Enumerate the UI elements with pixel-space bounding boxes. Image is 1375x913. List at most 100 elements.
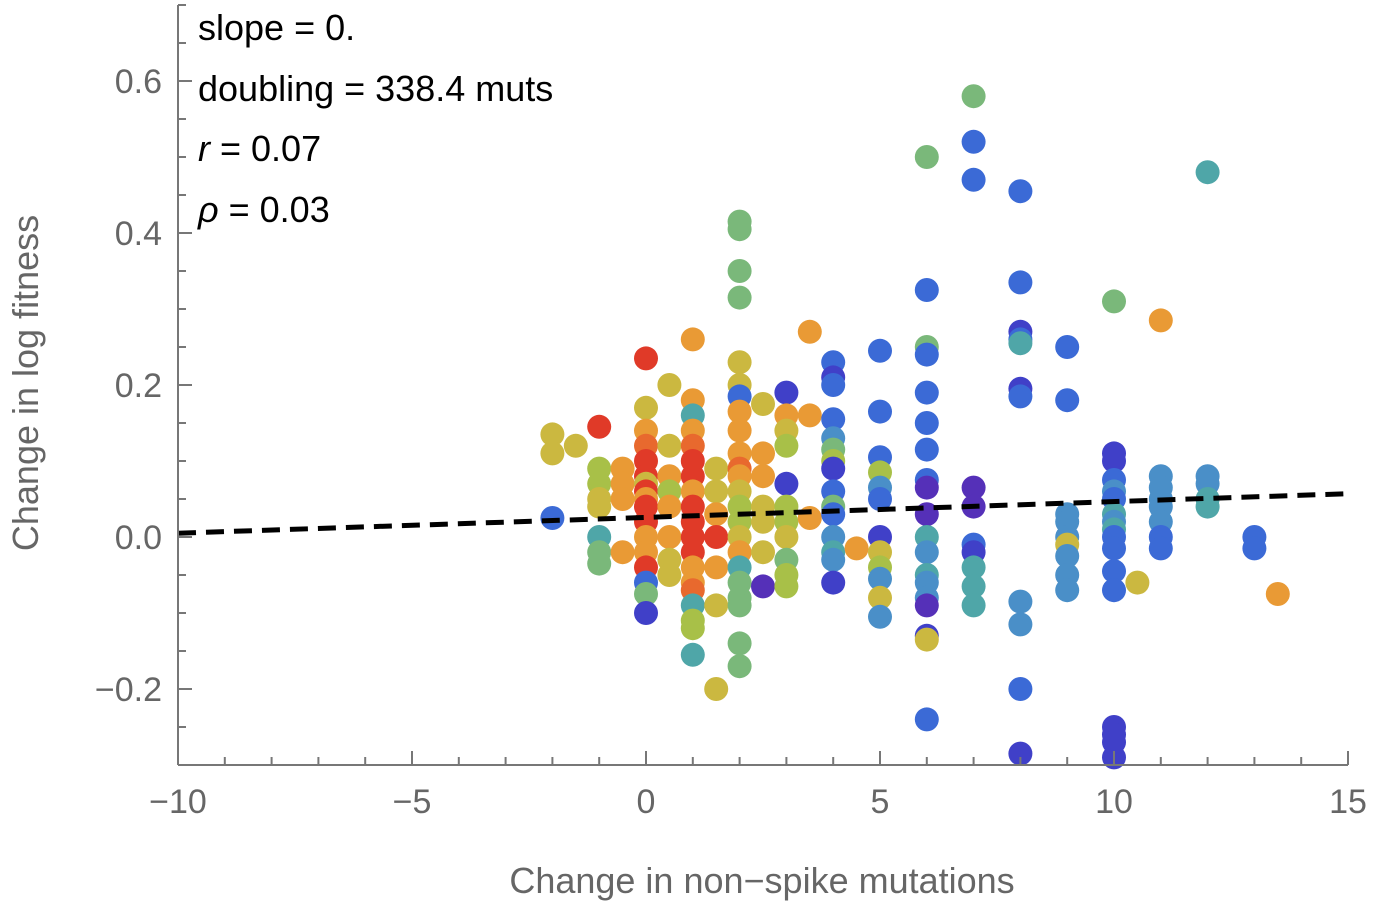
data-point: [1008, 677, 1033, 701]
data-point: [868, 566, 892, 591]
data-point: [587, 551, 612, 576]
data-point: [914, 540, 939, 565]
data-point: [774, 433, 799, 458]
data-point: [1148, 536, 1173, 561]
data-point: [1008, 270, 1033, 295]
data-point: [1055, 578, 1080, 603]
data-point: [844, 536, 869, 561]
data-point: [961, 593, 986, 618]
data-point: [821, 373, 846, 397]
data-point: [1102, 578, 1126, 603]
data-point: [704, 456, 729, 481]
x-tick-label: 5: [871, 783, 890, 821]
data-point: [868, 487, 892, 511]
data-point: [868, 338, 892, 363]
data-point: [914, 475, 939, 500]
y-axis-label: Change in log fitness: [5, 215, 46, 551]
y-tick-label: −0.2: [95, 671, 162, 709]
annotation-rho: ρ = 0.03: [197, 189, 330, 230]
data-point: [727, 259, 752, 283]
data-point: [657, 563, 682, 587]
data-point: [914, 707, 939, 732]
data-point: [704, 555, 729, 580]
data-point: [727, 593, 752, 618]
data-point: [914, 278, 939, 302]
data-point: [961, 475, 986, 500]
data-point: [610, 540, 635, 565]
annotation-slope: slope = 0.: [198, 7, 355, 48]
data-point: [563, 433, 588, 458]
data-point: [1008, 589, 1033, 614]
data-point: [868, 604, 892, 629]
x-tick-label: 15: [1329, 783, 1367, 821]
data-point: [751, 540, 775, 565]
data-point: [657, 373, 682, 397]
data-point: [540, 506, 565, 530]
data-point: [914, 411, 939, 435]
data-point: [657, 525, 682, 549]
data-point: [634, 395, 658, 420]
data-point: [1148, 308, 1173, 333]
data-point: [774, 525, 799, 549]
x-tick-label: −10: [149, 783, 207, 821]
data-point: [1055, 544, 1080, 568]
data-point: [657, 433, 682, 458]
x-tick-label: 0: [637, 783, 656, 821]
x-tick-label: −5: [393, 783, 432, 821]
data-point: [914, 145, 939, 169]
data-point: [961, 574, 986, 599]
data-point: [914, 380, 939, 405]
y-tick-label: 0.2: [115, 367, 162, 405]
data-point: [704, 593, 729, 618]
y-tick-label: 0.4: [115, 215, 162, 253]
data-point: [634, 346, 658, 371]
data-point: [751, 464, 775, 489]
y-tick-label: 0.0: [115, 519, 162, 557]
data-point: [1242, 536, 1267, 561]
data-point: [1008, 384, 1033, 409]
annotation-r: r = 0.07: [198, 128, 321, 169]
data-point: [704, 677, 729, 701]
data-point: [727, 631, 752, 656]
data-point: [1055, 335, 1080, 359]
data-point: [680, 327, 705, 352]
y-tick-label: 0.6: [115, 63, 162, 101]
data-point: [540, 422, 565, 447]
data-point: [1195, 160, 1220, 185]
r-value: = 0.07: [210, 128, 321, 169]
data-point: [961, 129, 986, 154]
data-point: [587, 494, 612, 519]
data-point: [1102, 449, 1126, 473]
rho-value: = 0.03: [219, 189, 330, 230]
data-point: [727, 654, 752, 679]
data-point: [868, 585, 892, 610]
x-axis-label: Change in non−spike mutations: [509, 860, 1014, 901]
data-point: [1055, 388, 1080, 413]
data-point: [1265, 582, 1290, 606]
data-point: [774, 380, 799, 405]
r-symbol: r: [198, 128, 212, 169]
data-point: [727, 399, 752, 424]
data-point: [751, 392, 775, 416]
rho-symbol: ρ: [197, 189, 219, 230]
data-point: [914, 437, 939, 462]
data-point: [704, 525, 729, 549]
data-point: [727, 418, 752, 443]
data-point: [961, 84, 986, 109]
data-point: [1008, 331, 1033, 356]
data-point: [868, 399, 892, 424]
data-point: [587, 414, 612, 439]
data-point: [680, 616, 705, 641]
data-point: [751, 441, 775, 466]
data-point: [727, 285, 752, 310]
annotation-doubling: doubling = 338.4 muts: [198, 68, 553, 109]
data-point: [1008, 612, 1033, 637]
data-point: [540, 441, 565, 466]
data-point: [774, 471, 799, 496]
axes: [177, 4, 1349, 766]
data-point: [727, 217, 752, 242]
data-point: [797, 319, 822, 344]
data-point: [821, 547, 846, 572]
data-point: [961, 555, 986, 580]
